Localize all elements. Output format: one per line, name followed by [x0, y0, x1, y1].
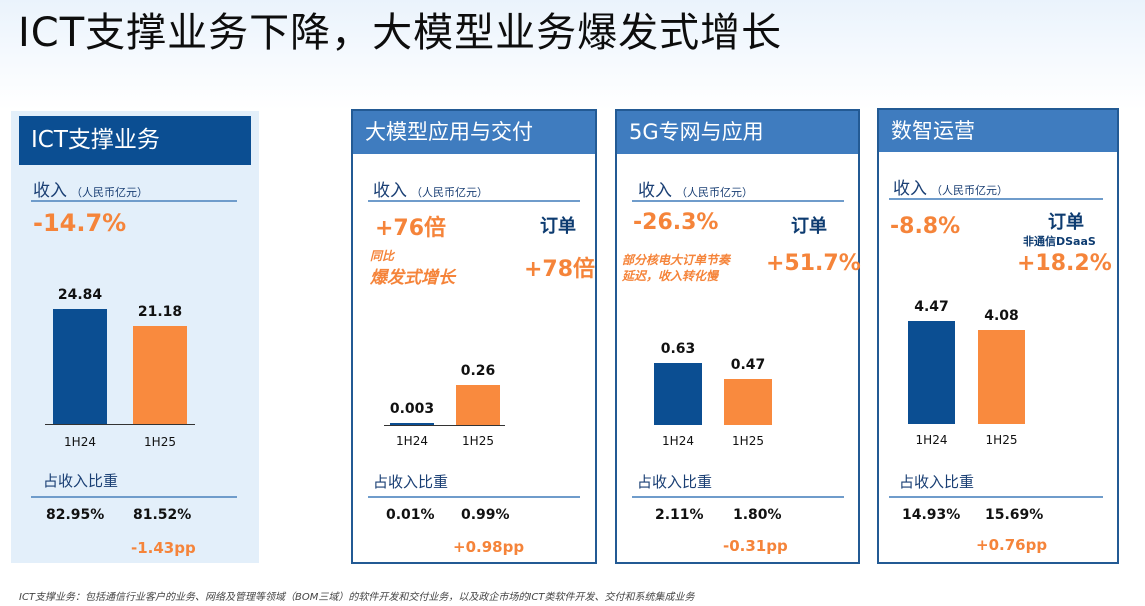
bar-value-label: 0.003 [389, 401, 435, 417]
revenue-change: -26.3% [633, 210, 719, 235]
divider [632, 496, 844, 498]
revenue-label: 收入 （人民币亿元） [638, 176, 753, 201]
revenue-label: 收入 （人民币亿元） [893, 174, 1008, 199]
bar-value-label: 0.26 [460, 363, 496, 379]
revenue-change: -8.8% [890, 214, 961, 239]
bar-value-label: 0.63 [660, 341, 696, 357]
category-label: 1H24 [396, 434, 428, 448]
category-label: 1H25 [462, 434, 494, 448]
order-sub-label: 非通信DSaaS [1023, 235, 1096, 248]
divider [368, 200, 580, 202]
bar-1h25 [133, 325, 187, 424]
share-label: 占收入比重 [373, 473, 449, 491]
note-line1: 部分核电大订单节奏 [622, 253, 731, 267]
panel-title-5g: 5G专网与应用 [617, 111, 858, 154]
order-label: 订单 [791, 216, 827, 237]
revenue-unit: （人民币亿元） [411, 186, 488, 199]
share-1h24: 14.93% [902, 507, 961, 523]
bar-value-label: 0.47 [730, 356, 766, 373]
bar-1h24 [390, 423, 434, 425]
share-change: +0.98pp [453, 538, 525, 556]
share-1h24: 2.11% [655, 507, 704, 523]
category-label: 1H24 [662, 434, 694, 448]
revenue-label-text: 收入 [33, 181, 67, 201]
bar-value-label: 24.84 [57, 287, 103, 303]
share-1h25: 15.69% [985, 507, 1044, 523]
note-line2: 爆发式增长 [370, 268, 455, 288]
panel-title-digital-ops: 数智运营 [879, 110, 1117, 152]
bar-1h25 [978, 329, 1025, 424]
share-change: +0.76pp [976, 536, 1048, 554]
order-change: +18.2% [1017, 251, 1112, 276]
divider [368, 496, 580, 498]
category-label: 1H24 [64, 435, 96, 449]
order-change: +78倍 [524, 257, 596, 282]
bar-value-label: 4.47 [914, 299, 949, 315]
share-label: 占收入比重 [899, 473, 975, 491]
order-label: 订单 [1048, 212, 1084, 233]
share-1h24: 82.95% [46, 507, 105, 523]
footnote: ICT支撑业务：包括通信行业客户的业务、网络及管理等领域（BOM三域）的软件开发… [19, 592, 695, 603]
panel-5g [615, 109, 860, 564]
order-label: 订单 [540, 216, 576, 237]
panel-title-ict: ICT支撑业务 [19, 116, 251, 165]
divider [31, 496, 237, 498]
header-background [0, 0, 1145, 110]
page-title: ICT支撑业务下降，大模型业务爆发式增长 [18, 10, 783, 56]
divider [632, 200, 844, 202]
share-change: -0.31pp [723, 537, 788, 555]
divider [31, 200, 237, 202]
category-label: 1H25 [732, 434, 764, 448]
revenue-unit: （人民币亿元） [931, 184, 1008, 197]
share-change: -1.43pp [131, 539, 196, 557]
chart-baseline [384, 425, 505, 426]
note-line1: 同比 [370, 249, 395, 263]
revenue-label-text: 收入 [893, 179, 927, 199]
divider [889, 198, 1103, 200]
note-line2: 延迟，收入转化慢 [622, 269, 719, 283]
bar-1h24 [654, 363, 702, 425]
category-label: 1H25 [985, 433, 1018, 447]
share-1h25: 1.80% [733, 507, 782, 523]
revenue-change: -14.7% [33, 209, 127, 237]
share-1h25: 81.52% [133, 507, 192, 523]
bar-1h24 [53, 309, 107, 424]
revenue-label: 收入 （人民币亿元） [373, 176, 488, 201]
panel-title-llm: 大模型应用与交付 [353, 111, 595, 154]
revenue-unit: （人民币亿元） [676, 186, 753, 199]
revenue-label-text: 收入 [638, 181, 672, 201]
revenue-label: 收入 （人民币亿元） [33, 176, 148, 201]
bar-1h24 [908, 321, 955, 424]
divider [889, 496, 1103, 498]
revenue-unit: （人民币亿元） [71, 186, 148, 199]
bar-1h25 [724, 378, 772, 425]
chart-baseline [45, 424, 195, 425]
share-label: 占收入比重 [43, 472, 119, 490]
panel-llm [351, 109, 597, 564]
revenue-label-text: 收入 [373, 181, 407, 201]
share-1h24: 0.01% [386, 507, 435, 523]
revenue-change: +76倍 [375, 216, 447, 241]
category-label: 1H24 [915, 433, 948, 447]
share-label: 占收入比重 [637, 473, 713, 491]
category-label: 1H25 [144, 435, 176, 449]
bar-1h25 [456, 385, 500, 425]
order-change: +51.7% [766, 251, 861, 276]
bar-value-label: 4.08 [984, 307, 1019, 324]
share-1h25: 0.99% [461, 507, 510, 523]
bar-value-label: 21.18 [137, 303, 183, 320]
